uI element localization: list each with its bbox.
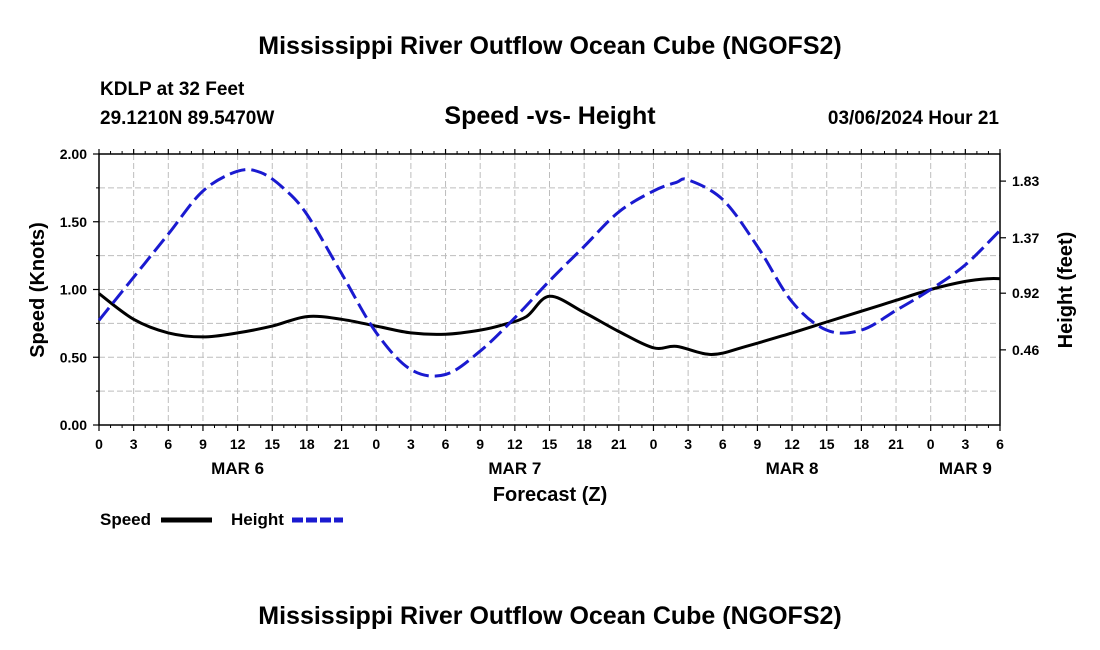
date-label: MAR 6 — [211, 459, 264, 478]
tick-labels: 0 3 6 9 12 15 18 21 0 3 6 9 12 15 18 21 0 3 6 9 12 15 18 21 0 3 6M… — [60, 146, 1040, 478]
station-label: KDLP at 32 Feet — [100, 79, 245, 100]
x-tick-label: 18 — [854, 436, 870, 452]
x-tick-label: 3 — [130, 436, 138, 452]
x-tick-label: 3 — [961, 436, 969, 452]
x-tick-label: 21 — [888, 436, 904, 452]
x-tick-label: 12 — [784, 436, 800, 452]
x-tick-label: 9 — [476, 436, 484, 452]
speed-series-line — [98, 276, 1001, 356]
y-right-tick-label: 0.46 — [1012, 342, 1039, 358]
series-lines — [97, 168, 1002, 378]
x-axis-title: Forecast (Z) — [493, 484, 607, 506]
y-right-tick-label: 1.37 — [1012, 230, 1039, 246]
x-tick-label: 15 — [819, 436, 835, 452]
x-tick-label: 15 — [264, 436, 280, 452]
grid-lines — [99, 154, 1000, 425]
y-left-tick-label: 0.00 — [60, 417, 87, 433]
y-left-tick-label: 2.00 — [60, 146, 87, 162]
x-tick-label: 0 — [95, 436, 103, 452]
x-tick-label: 6 — [719, 436, 727, 452]
x-tick-label: 9 — [754, 436, 762, 452]
forecast-datetime: 03/06/2024 Hour 21 — [828, 108, 1000, 129]
x-tick-label: 3 — [684, 436, 692, 452]
plot-title: Speed -vs- Height — [444, 102, 656, 130]
legend-speed-label: Speed — [100, 510, 151, 529]
x-tick-label: 12 — [230, 436, 246, 452]
y-left-tick-label: 1.00 — [60, 282, 87, 298]
y-axis-left-title: Speed (Knots) — [27, 222, 49, 358]
x-tick-label: 9 — [199, 436, 207, 452]
legend: Speed Height — [100, 510, 343, 529]
y-left-tick-label: 1.50 — [60, 214, 87, 230]
height-series-line — [97, 168, 1002, 378]
x-tick-label: 15 — [542, 436, 558, 452]
main-title: Mississippi River Outflow Ocean Cube (NG… — [258, 32, 841, 60]
y-right-tick-label: 0.92 — [1012, 285, 1039, 301]
date-label: MAR 9 — [939, 459, 992, 478]
x-tick-label: 0 — [372, 436, 380, 452]
axis-ticks — [93, 149, 1006, 431]
x-tick-label: 21 — [611, 436, 627, 452]
x-tick-label: 18 — [576, 436, 592, 452]
x-tick-label: 12 — [507, 436, 523, 452]
x-tick-label: 18 — [299, 436, 315, 452]
x-tick-label: 0 — [650, 436, 658, 452]
coordinates-label: 29.1210N 89.5470W — [100, 108, 274, 129]
y-right-tick-label: 1.83 — [1012, 173, 1039, 189]
x-tick-label: 6 — [442, 436, 450, 452]
y-axis-right-title: Height (feet) — [1055, 232, 1077, 349]
x-tick-label: 21 — [334, 436, 350, 452]
x-tick-label: 0 — [927, 436, 935, 452]
date-label: MAR 7 — [488, 459, 541, 478]
footer-title: Mississippi River Outflow Ocean Cube (NG… — [258, 602, 841, 630]
x-tick-label: 6 — [164, 436, 172, 452]
x-tick-label: 6 — [996, 436, 1004, 452]
legend-height-label: Height — [231, 510, 284, 529]
y-left-tick-label: 0.50 — [60, 349, 87, 365]
x-tick-label: 3 — [407, 436, 415, 452]
date-label: MAR 8 — [766, 459, 819, 478]
